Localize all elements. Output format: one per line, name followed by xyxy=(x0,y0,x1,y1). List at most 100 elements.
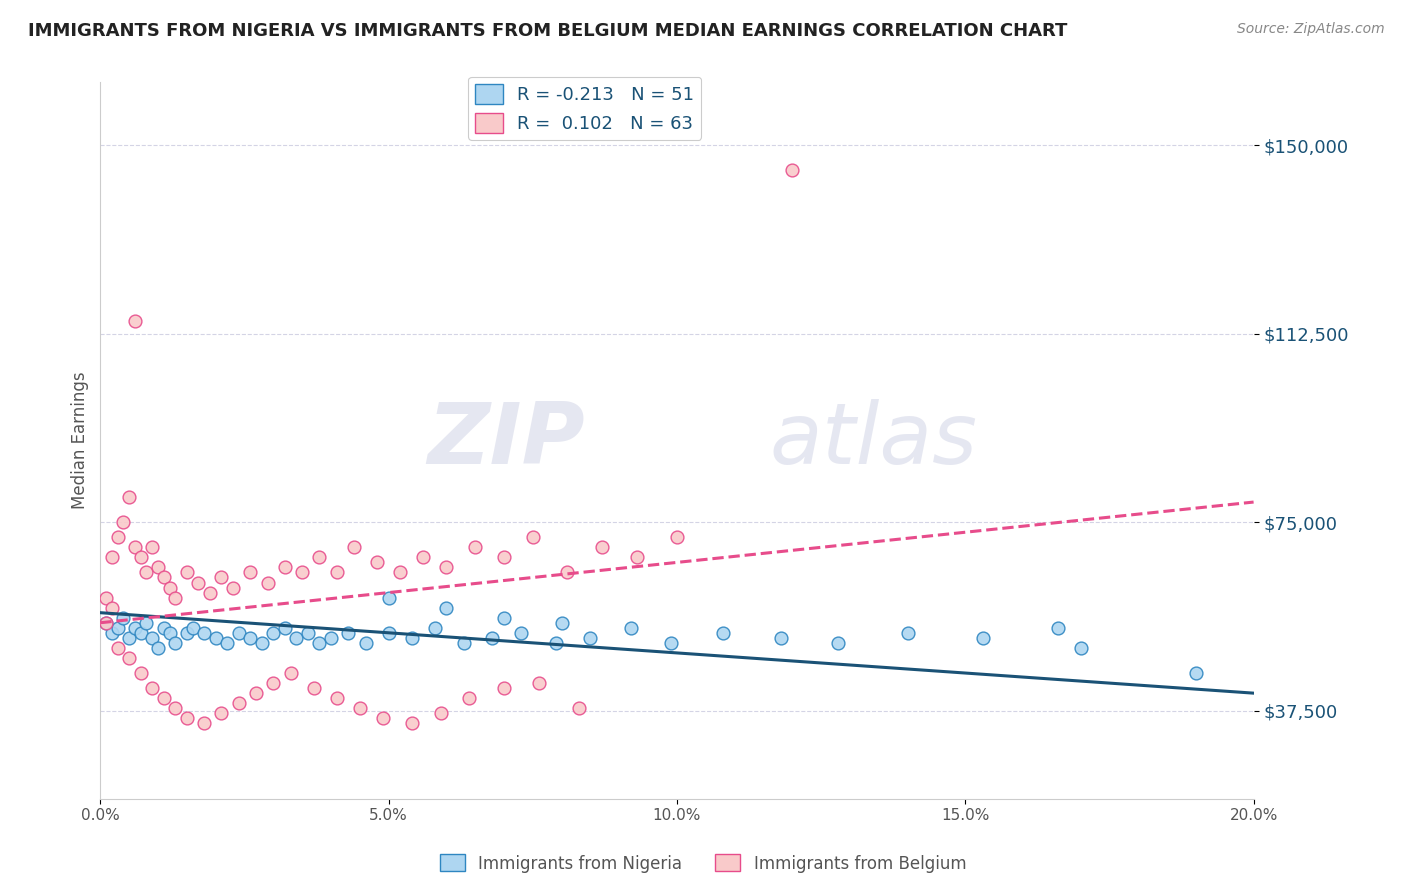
Point xyxy=(782,163,804,178)
Point xyxy=(124,541,146,555)
Point xyxy=(262,625,284,640)
Point xyxy=(209,570,232,584)
Point xyxy=(366,555,388,569)
Point xyxy=(285,631,308,645)
Point xyxy=(256,575,278,590)
Point xyxy=(429,706,451,721)
Point xyxy=(343,541,366,555)
Point xyxy=(193,625,215,640)
Point xyxy=(665,530,688,544)
Point xyxy=(453,636,475,650)
Point xyxy=(711,625,734,640)
Point xyxy=(176,625,198,640)
Point xyxy=(302,681,325,695)
Point xyxy=(354,636,377,650)
Point xyxy=(146,560,169,574)
Point xyxy=(626,550,648,565)
Point xyxy=(274,560,297,574)
Legend: R = -0.213   N = 51, R =  0.102   N = 63: R = -0.213 N = 51, R = 0.102 N = 63 xyxy=(468,77,702,140)
Point xyxy=(401,716,423,731)
Point xyxy=(198,585,221,599)
Point xyxy=(527,676,550,690)
Point xyxy=(228,696,250,710)
Point xyxy=(1046,621,1069,635)
Point xyxy=(141,681,163,695)
Point xyxy=(319,631,342,645)
Point xyxy=(159,581,181,595)
Point xyxy=(492,681,515,695)
Point xyxy=(250,636,273,650)
Point xyxy=(112,611,135,625)
Point xyxy=(94,615,117,630)
Point xyxy=(769,631,792,645)
Point xyxy=(159,625,181,640)
Y-axis label: Median Earnings: Median Earnings xyxy=(72,372,89,509)
Point xyxy=(107,640,129,655)
Point xyxy=(135,615,157,630)
Point xyxy=(972,631,994,645)
Point xyxy=(274,621,297,635)
Point xyxy=(124,314,146,328)
Point xyxy=(101,600,124,615)
Point xyxy=(101,625,124,640)
Point xyxy=(204,631,226,645)
Point xyxy=(129,625,152,640)
Point xyxy=(371,711,394,725)
Point xyxy=(827,636,849,650)
Legend: Immigrants from Nigeria, Immigrants from Belgium: Immigrants from Nigeria, Immigrants from… xyxy=(433,847,973,880)
Point xyxy=(141,631,163,645)
Point xyxy=(165,636,187,650)
Point xyxy=(187,575,209,590)
Point xyxy=(550,615,572,630)
Text: IMMIGRANTS FROM NIGERIA VS IMMIGRANTS FROM BELGIUM MEDIAN EARNINGS CORRELATION C: IMMIGRANTS FROM NIGERIA VS IMMIGRANTS FR… xyxy=(28,22,1067,40)
Point xyxy=(326,566,349,580)
Point xyxy=(1070,640,1092,655)
Point xyxy=(481,631,503,645)
Point xyxy=(94,591,117,605)
Point xyxy=(135,566,157,580)
Point xyxy=(239,631,262,645)
Text: atlas: atlas xyxy=(769,399,977,482)
Point xyxy=(239,566,262,580)
Point xyxy=(165,701,187,715)
Point xyxy=(141,541,163,555)
Point xyxy=(217,636,239,650)
Point xyxy=(337,625,360,640)
Point xyxy=(280,666,302,681)
Point xyxy=(129,550,152,565)
Point xyxy=(326,691,349,706)
Point xyxy=(129,666,152,681)
Point xyxy=(458,691,481,706)
Point xyxy=(228,625,250,640)
Point xyxy=(544,636,567,650)
Point xyxy=(245,686,267,700)
Point xyxy=(659,636,682,650)
Point xyxy=(464,541,486,555)
Point xyxy=(152,570,174,584)
Point xyxy=(492,611,515,625)
Point xyxy=(291,566,314,580)
Text: ZIP: ZIP xyxy=(427,399,585,482)
Point xyxy=(124,621,146,635)
Point xyxy=(377,591,399,605)
Point xyxy=(176,566,198,580)
Point xyxy=(112,515,135,529)
Point xyxy=(1185,666,1208,681)
Point xyxy=(492,550,515,565)
Point xyxy=(557,566,579,580)
Point xyxy=(222,581,245,595)
Point xyxy=(620,621,643,635)
Point xyxy=(209,706,232,721)
Point xyxy=(181,621,204,635)
Point xyxy=(152,621,174,635)
Point xyxy=(107,530,129,544)
Point xyxy=(118,651,141,665)
Point xyxy=(165,591,187,605)
Point xyxy=(107,621,129,635)
Point xyxy=(401,631,423,645)
Point xyxy=(308,636,330,650)
Point xyxy=(522,530,544,544)
Point xyxy=(262,676,284,690)
Point xyxy=(349,701,371,715)
Point xyxy=(297,625,319,640)
